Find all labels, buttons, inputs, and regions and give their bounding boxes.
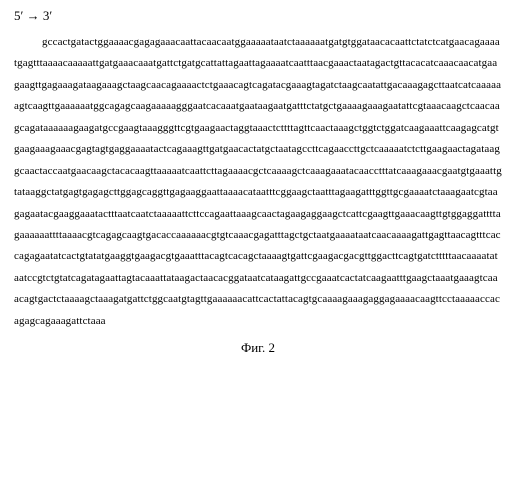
- figure-caption: Фиг. 2: [14, 340, 502, 356]
- sequence-direction-header: 5′ → 3′: [14, 8, 502, 24]
- dna-sequence-block: gccactgatactggaaaacgagagaaacaattacaacaat…: [14, 32, 502, 332]
